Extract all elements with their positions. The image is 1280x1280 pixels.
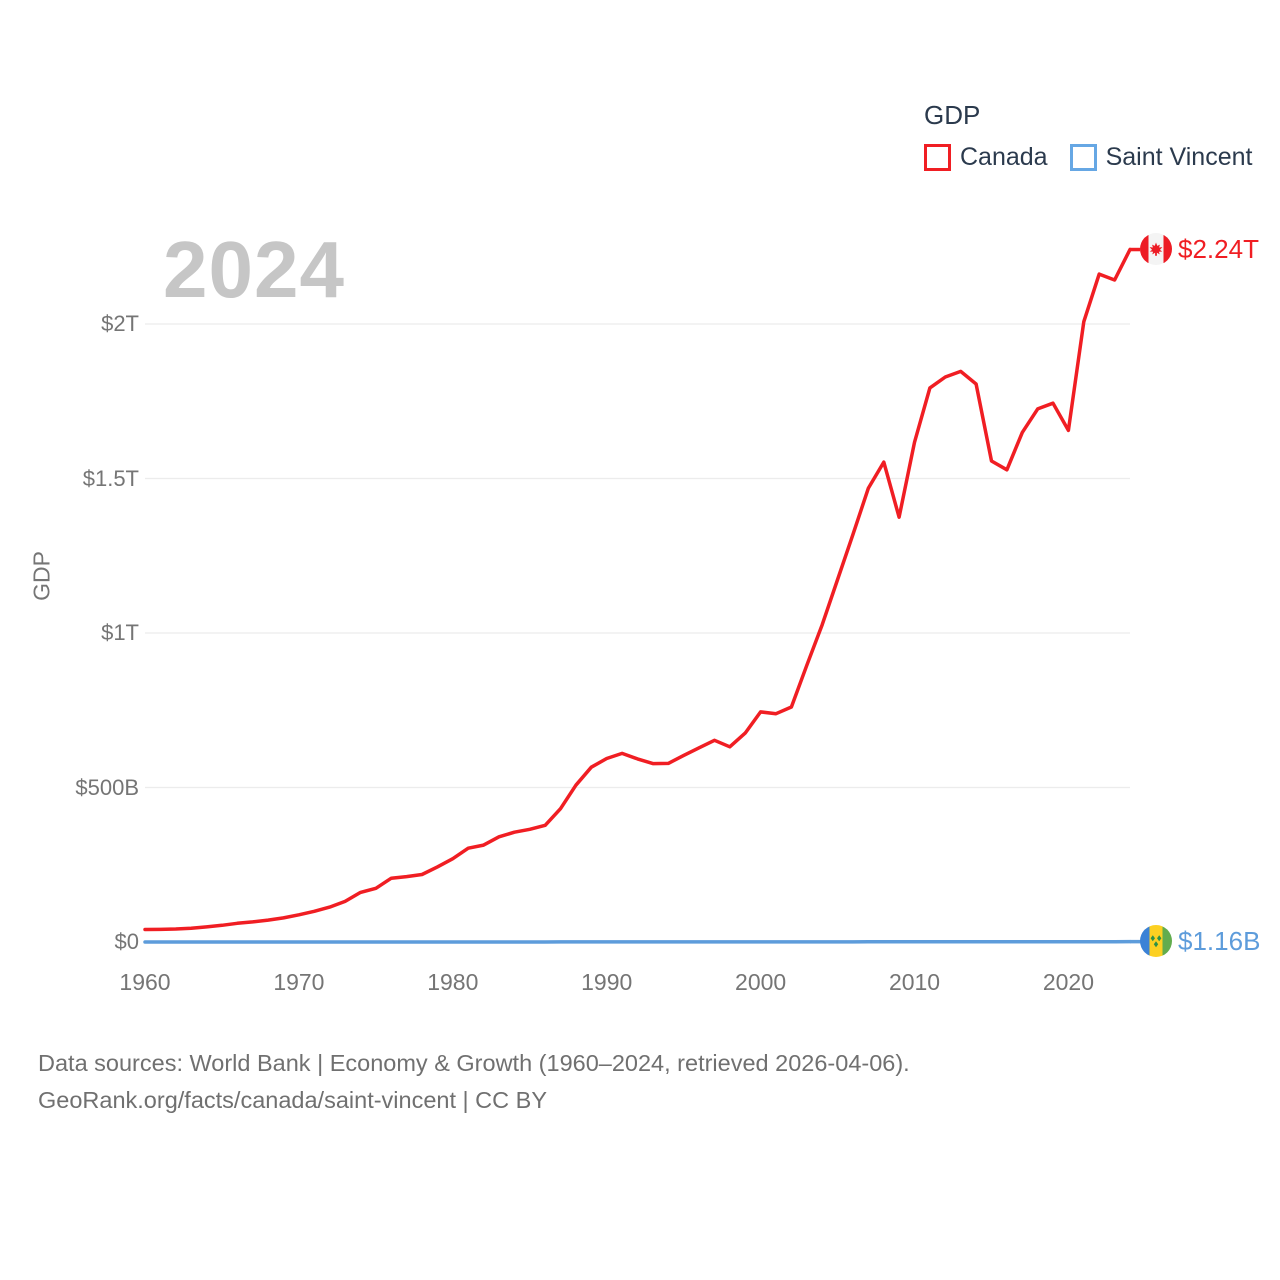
x-tick-label: 1980 [427, 969, 479, 995]
legend-items: Canada Saint Vincent [924, 143, 1252, 172]
data-sources-line: Data sources: World Bank | Economy & Gro… [38, 1050, 910, 1076]
saint-vincent-value-label: $1.16B [1178, 926, 1261, 956]
x-tick-label: 2010 [888, 969, 941, 995]
saint-vincent-series-swatch [1069, 144, 1097, 171]
canada-line[interactable] [143, 247, 1132, 932]
y-tick-label: $0 [114, 929, 139, 954]
y-tick-label: $2T [101, 311, 139, 336]
series-lines[interactable] [143, 247, 1143, 944]
legend-label-canada: Canada [960, 143, 1048, 171]
canada-series-swatch [924, 144, 951, 171]
canada-value-label: $2.24T [1178, 234, 1259, 264]
x-tick-label: 1970 [273, 969, 325, 995]
x-tick-label: 2000 [735, 969, 787, 995]
legend-item-saint-vincent[interactable]: Saint Vincent [1069, 143, 1253, 172]
canada-flag-icon [1140, 233, 1172, 265]
y-tick-label: $1T [101, 620, 139, 645]
attribution-line: GeoRank.org/facts/canada/saint-vincent |… [38, 1087, 547, 1113]
y-tick-label: $500B [75, 774, 139, 800]
year-watermark: 2024 [163, 225, 345, 314]
legend-item-canada[interactable]: Canada [924, 143, 1048, 172]
footer: Data sources: World Bank | Economy & Gro… [38, 1045, 910, 1119]
saint-vincent-flag-icon [1140, 925, 1172, 957]
legend-title: GDP [924, 100, 981, 130]
x-tick-label: 1960 [119, 969, 171, 995]
legend: GDP Canada Saint Vincent [924, 100, 1252, 172]
legend-label-saint-vincent: Saint Vincent [1105, 143, 1253, 171]
x-tick-label: 1990 [581, 969, 633, 995]
x-tick-label: 2020 [1042, 969, 1095, 995]
y-tick-label: $1.5T [82, 465, 139, 491]
